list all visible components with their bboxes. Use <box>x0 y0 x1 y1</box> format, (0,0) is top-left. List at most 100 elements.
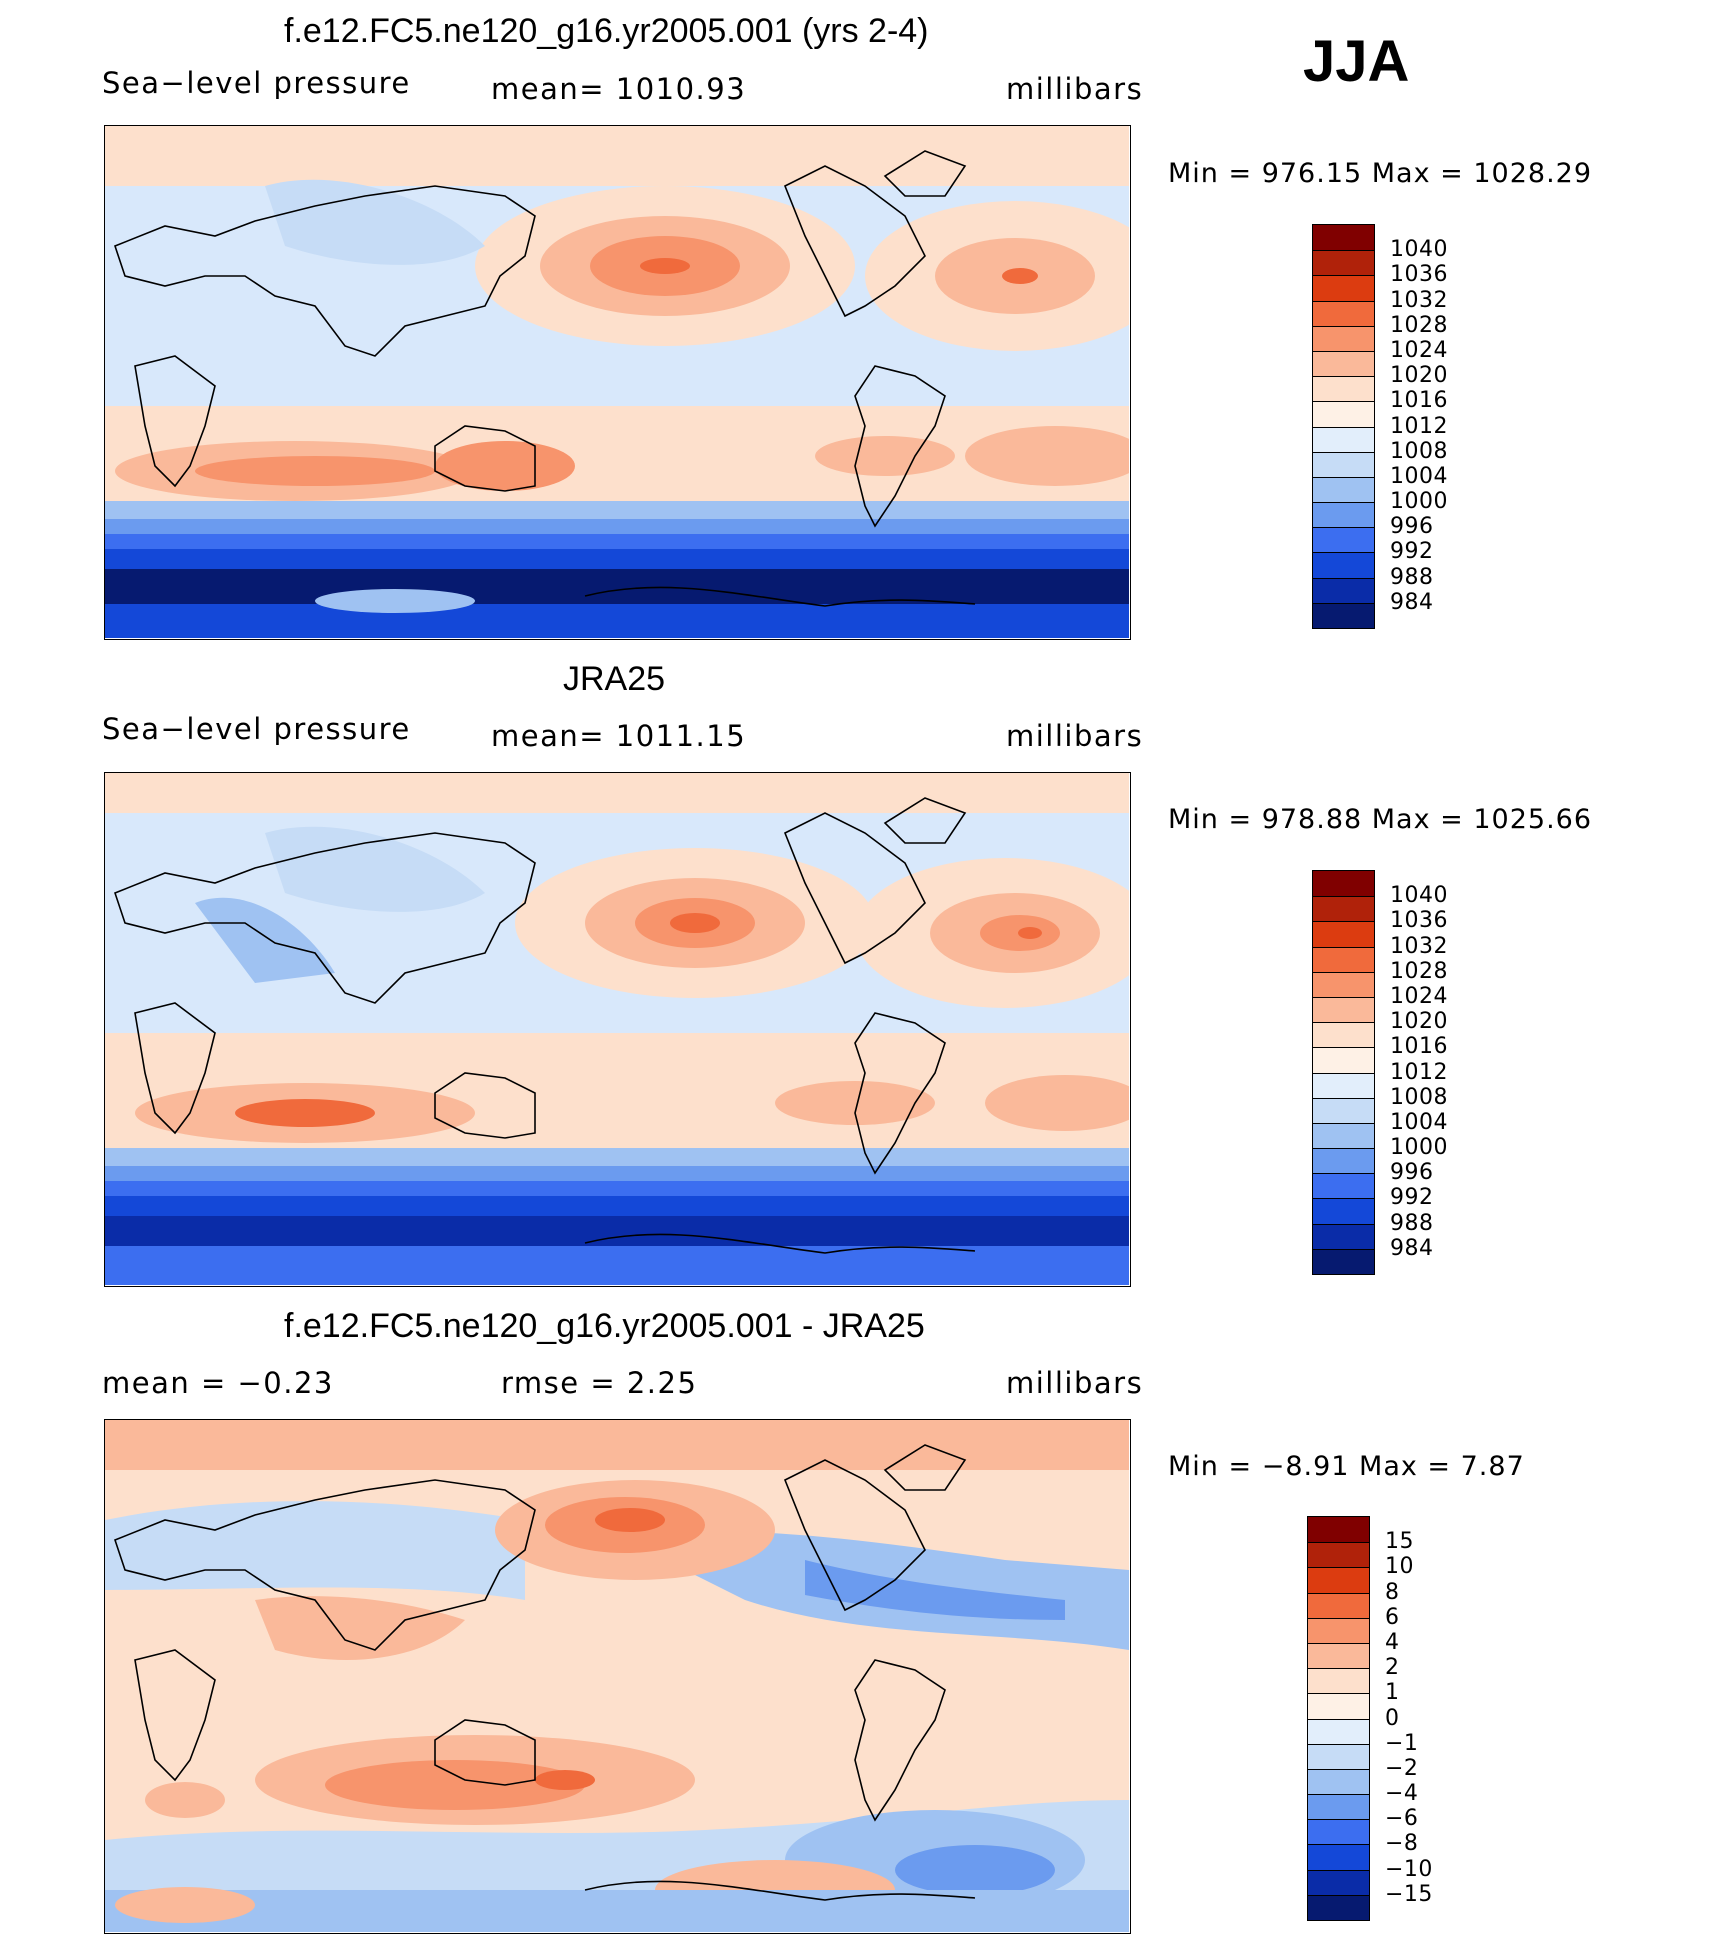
colorbar-swatch <box>1313 602 1374 628</box>
colorbar-tick-label: −1 <box>1385 1730 1419 1756</box>
units-label: millibars <box>1006 72 1144 106</box>
colorbar-tick-label: 988 <box>1390 564 1434 590</box>
colorbar-tick-label: 1032 <box>1390 287 1448 313</box>
colorbar-swatch <box>1308 1542 1369 1568</box>
colorbar-swatch <box>1313 1047 1374 1073</box>
variable-label: Sea−level pressure <box>102 712 411 746</box>
colorbar-tick-label: −6 <box>1385 1806 1419 1832</box>
colorbar-swatch <box>1308 1592 1369 1618</box>
colorbar-tick-label: 988 <box>1390 1210 1434 1236</box>
colorbar-tick-label: 996 <box>1390 1160 1434 1186</box>
colorbar-swatch <box>1313 225 1374 251</box>
map-diff <box>104 1419 1131 1934</box>
colorbar-swatch <box>1308 1668 1369 1694</box>
colorbar-tick-label: −10 <box>1385 1856 1433 1882</box>
colorbar-tick-label: −8 <box>1385 1831 1419 1857</box>
minmax-label: Min = 976.15 Max = 1028.29 <box>1168 158 1593 189</box>
colorbar-swatch <box>1308 1693 1369 1719</box>
minmax-label: Min = −8.91 Max = 7.87 <box>1168 1451 1525 1482</box>
colorbar-tick-label: 1032 <box>1390 933 1448 959</box>
colorbar-swatch <box>1313 1072 1374 1098</box>
colorbar-tick-label: 1004 <box>1390 1109 1448 1135</box>
variable-label: Sea−level pressure <box>102 66 411 100</box>
colorbar-swatch <box>1313 401 1374 427</box>
colorbar-tick-label: 992 <box>1390 539 1434 565</box>
colorbar-swatch <box>1313 1097 1374 1123</box>
colorbar-swatch <box>1313 426 1374 452</box>
colorbar-swatch <box>1313 527 1374 553</box>
colorbar-swatch <box>1313 250 1374 276</box>
colorbar-tick-label: 10 <box>1385 1554 1414 1580</box>
colorbar-tick-label: 1020 <box>1390 363 1448 389</box>
colorbar-tick-label: 1028 <box>1390 958 1448 984</box>
colorbar-tick-label: 1008 <box>1390 1084 1448 1110</box>
colorbar-tick-label: 1024 <box>1390 337 1448 363</box>
colorbar-swatch <box>1308 1617 1369 1643</box>
colorbar-swatch <box>1308 1567 1369 1593</box>
colorbar-tick-label: 1024 <box>1390 983 1448 1009</box>
colorbar-swatch <box>1313 275 1374 301</box>
colorbar-tick-label: 1 <box>1385 1680 1400 1706</box>
colorbar-swatch <box>1313 1223 1374 1249</box>
colorbar-swatch <box>1308 1819 1369 1845</box>
colorbar-tick-label: 15 <box>1385 1529 1414 1555</box>
colorbar-swatch <box>1313 996 1374 1023</box>
colorbar-tick-label: 984 <box>1390 589 1434 615</box>
colorbar-tick-label: 1000 <box>1390 489 1448 515</box>
colorbar-tick-label: 1040 <box>1390 883 1448 909</box>
colorbar-tick-label: 1028 <box>1390 312 1448 338</box>
colorbar-tick-label: 984 <box>1390 1235 1434 1261</box>
colorbar-tick-label: 992 <box>1390 1185 1434 1211</box>
colorbar-tick-label: 1036 <box>1390 908 1448 934</box>
colorbar-swatch <box>1313 451 1374 477</box>
colorbar-tick-label: 8 <box>1385 1579 1400 1605</box>
colorbar-swatch <box>1308 1517 1369 1543</box>
colorbar-swatch <box>1313 1248 1374 1274</box>
colorbar-tick-label: −15 <box>1385 1881 1433 1907</box>
colorbar-swatch <box>1308 1718 1369 1744</box>
rmse-label: rmse = 2.25 <box>501 1366 698 1400</box>
units-label: millibars <box>1006 719 1144 753</box>
mean-label: mean= 1011.15 <box>491 719 747 753</box>
colorbar-tick-label: 1000 <box>1390 1135 1448 1161</box>
colorbar-tick-label: 1040 <box>1390 237 1448 263</box>
colorbar-swatch <box>1313 476 1374 503</box>
map-model <box>104 125 1131 640</box>
panel-title: JRA25 <box>563 660 666 698</box>
colorbar-tick-label: 2 <box>1385 1655 1400 1681</box>
colorbar-swatch <box>1308 1869 1369 1895</box>
colorbar-swatch <box>1308 1794 1369 1820</box>
colorbar-tick-label: −4 <box>1385 1781 1419 1807</box>
colorbar-swatch <box>1313 921 1374 947</box>
colorbar-model: 1040 1036 1032 1028 1024 1020 1016 1012 1008 1004… <box>1312 224 1448 629</box>
season-label: JJA <box>1303 29 1410 94</box>
colorbar-tick-label: 996 <box>1390 514 1434 540</box>
colorbar-swatch <box>1313 971 1374 997</box>
colorbar-tick-label: 1016 <box>1390 1034 1448 1060</box>
colorbar-swatch <box>1313 1122 1374 1149</box>
panel-title: f.e12.FC5.ne120_g16.yr2005.001 (yrs 2-4) <box>284 12 929 50</box>
colorbar-swatch <box>1313 1198 1374 1224</box>
colorbar-tick-label: 1012 <box>1390 413 1448 439</box>
colorbar-tick-label: 1036 <box>1390 262 1448 288</box>
colorbar-swatch <box>1313 1148 1374 1174</box>
colorbar-swatch <box>1308 1894 1369 1920</box>
colorbar-tick-label: 0 <box>1385 1705 1400 1731</box>
colorbar-swatch <box>1313 896 1374 922</box>
colorbar-swatch <box>1308 1642 1369 1669</box>
mean-label: mean = −0.23 <box>102 1366 334 1400</box>
colorbar-obs: 1040 1036 1032 1028 1024 1020 1016 1012 1008 1004… <box>1312 870 1448 1275</box>
colorbar-diff: 15 10 8 6 4 2 1 0 −1 −2 −4 −6 −8 −10 −15 <box>1307 1516 1432 1921</box>
colorbar-swatch <box>1313 946 1374 972</box>
colorbar-swatch <box>1313 376 1374 402</box>
colorbar-swatch <box>1313 350 1374 377</box>
map-obs <box>104 772 1131 1287</box>
colorbar-swatch <box>1313 871 1374 897</box>
colorbar-swatch <box>1308 1844 1369 1870</box>
colorbar-tick-label: 1004 <box>1390 463 1448 489</box>
panel-title: f.e12.FC5.ne120_g16.yr2005.001 - JRA25 <box>284 1307 925 1345</box>
colorbar-swatch <box>1313 552 1374 578</box>
colorbar-swatch <box>1313 502 1374 528</box>
colorbar-swatch <box>1313 300 1374 326</box>
colorbar-tick-label: 4 <box>1385 1629 1400 1655</box>
